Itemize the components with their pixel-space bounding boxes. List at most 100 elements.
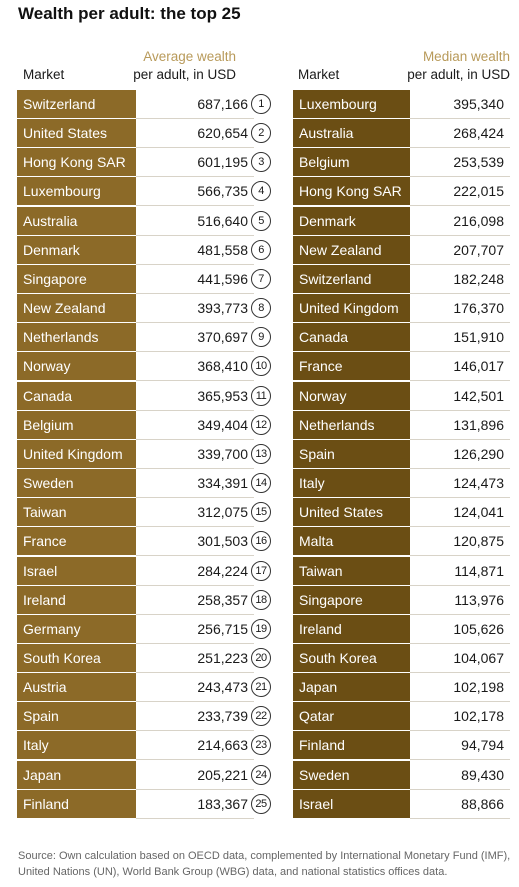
rank-item: 18 xyxy=(249,586,273,615)
median-market-cell: Belgium xyxy=(293,148,410,177)
median-table-row: Singapore 113,976 xyxy=(293,585,510,615)
average-value-cell: 516,640 xyxy=(136,207,254,236)
average-table-row: Ireland 258,357 xyxy=(17,585,254,615)
rank-item: 16 xyxy=(249,527,273,556)
rank-badge: 24 xyxy=(251,764,271,785)
median-market-cell: United Kingdom xyxy=(293,294,410,323)
left-value-header: Average wealth per adult, in USD xyxy=(120,48,236,84)
source-note: Source: Own calculation based on OECD da… xyxy=(18,850,511,878)
rank-badge: 11 xyxy=(251,385,271,406)
median-value-cell: 102,198 xyxy=(410,673,510,703)
average-market-cell: Luxembourg xyxy=(17,177,136,206)
rank-item: 5 xyxy=(249,207,273,236)
average-value-cell: 370,697 xyxy=(136,323,254,353)
average-value-cell: 251,223 xyxy=(136,644,254,673)
average-market-cell: Belgium xyxy=(17,410,136,439)
rank-badge: 25 xyxy=(251,793,271,814)
rank-badge: 15 xyxy=(251,502,271,523)
average-market-cell: Austria xyxy=(17,673,136,702)
median-market-cell: Australia xyxy=(293,119,410,148)
average-value-cell: 183,367 xyxy=(136,790,254,819)
rank-item: 10 xyxy=(249,352,273,381)
left-value-header-line2: per adult, in USD xyxy=(133,67,236,82)
median-table-row: Canada 151,910 xyxy=(293,323,510,353)
rank-badge: 2 xyxy=(251,123,271,144)
median-wealth-table: Luxembourg 395,340 Australia 268,424 Belgium… xyxy=(293,90,510,819)
average-market-cell: Finland xyxy=(17,789,136,818)
average-table-row: New Zealand 393,773 xyxy=(17,294,254,324)
rank-badge: 21 xyxy=(251,677,271,698)
median-market-cell: Taiwan xyxy=(293,556,410,585)
rank-badge: 5 xyxy=(251,210,271,231)
rank-item: 12 xyxy=(249,411,273,440)
average-market-cell: Switzerland xyxy=(17,90,136,118)
average-table-row: Sweden 334,391 xyxy=(17,469,254,499)
average-value-cell: 365,953 xyxy=(136,382,254,411)
average-value-cell: 349,404 xyxy=(136,411,254,440)
average-value-cell: 334,391 xyxy=(136,469,254,499)
average-value-cell: 620,654 xyxy=(136,119,254,149)
median-table-row: Sweden 89,430 xyxy=(293,760,510,790)
median-market-cell: New Zealand xyxy=(293,235,410,264)
rank-badge: 1 xyxy=(251,94,271,114)
rank-item: 13 xyxy=(249,440,273,469)
average-value-cell: 301,503 xyxy=(136,527,254,557)
median-market-cell: Switzerland xyxy=(293,264,410,293)
rank-item: 24 xyxy=(249,761,273,790)
rank-badge: 22 xyxy=(251,706,271,727)
median-value-cell: 182,248 xyxy=(410,265,510,294)
average-market-cell: Australia xyxy=(17,206,136,235)
median-table-row: Italy 124,473 xyxy=(293,469,510,499)
average-value-cell: 312,075 xyxy=(136,498,254,528)
median-table-row: Japan 102,198 xyxy=(293,673,510,703)
average-value-cell: 284,224 xyxy=(136,557,254,586)
median-table-row: Belgium 253,539 xyxy=(293,148,510,178)
left-value-header-line1: Average wealth xyxy=(143,49,236,64)
median-table-row: Hong Kong SAR 222,015 xyxy=(293,177,510,207)
average-table-row: Canada 365,953 xyxy=(17,381,254,411)
rank-item: 11 xyxy=(249,382,273,411)
rank-badge: 14 xyxy=(251,473,271,494)
median-value-cell: 88,866 xyxy=(410,790,510,819)
average-value-cell: 566,735 xyxy=(136,177,254,207)
average-market-cell: Denmark xyxy=(17,235,136,264)
median-table-row: Qatar 102,178 xyxy=(293,702,510,732)
median-market-cell: France xyxy=(293,352,410,381)
rank-item: 15 xyxy=(249,498,273,527)
rank-badge: 23 xyxy=(251,735,271,756)
rank-item: 22 xyxy=(249,702,273,731)
rank-badge: 4 xyxy=(251,181,271,202)
median-value-cell: 89,430 xyxy=(410,761,510,790)
chart-title: Wealth per adult: the top 25 xyxy=(18,4,241,23)
average-table-row: Hong Kong SAR 601,195 xyxy=(17,148,254,178)
median-table-row: Taiwan 114,871 xyxy=(293,556,510,586)
average-value-cell: 214,663 xyxy=(136,731,254,761)
median-value-cell: 104,067 xyxy=(410,644,510,673)
rank-item: 8 xyxy=(249,294,273,323)
median-value-cell: 395,340 xyxy=(410,90,510,119)
median-value-cell: 142,501 xyxy=(410,382,510,411)
median-table-row: France 146,017 xyxy=(293,352,510,382)
average-market-cell: Spain xyxy=(17,702,136,731)
average-value-cell: 368,410 xyxy=(136,352,254,382)
median-table-row: Denmark 216,098 xyxy=(293,206,510,236)
rank-item: 2 xyxy=(249,119,273,148)
median-value-cell: 124,041 xyxy=(410,498,510,528)
median-table-row: Malta 120,875 xyxy=(293,527,510,557)
rank-item: 1 xyxy=(249,90,273,119)
median-value-cell: 131,896 xyxy=(410,411,510,440)
average-value-cell: 205,221 xyxy=(136,761,254,790)
median-value-cell: 222,015 xyxy=(410,177,510,207)
average-table-row: Luxembourg 566,735 xyxy=(17,177,254,207)
rank-item: 19 xyxy=(249,615,273,644)
median-value-cell: 146,017 xyxy=(410,352,510,382)
median-value-cell: 120,875 xyxy=(410,527,510,557)
median-value-cell: 151,910 xyxy=(410,323,510,353)
rank-badge: 17 xyxy=(251,560,271,581)
average-market-cell: Singapore xyxy=(17,264,136,293)
rank-badge: 6 xyxy=(251,239,271,260)
median-market-cell: Norway xyxy=(293,381,410,410)
median-value-cell: 113,976 xyxy=(410,586,510,615)
median-value-cell: 102,178 xyxy=(410,702,510,732)
rank-item: 25 xyxy=(249,790,273,819)
